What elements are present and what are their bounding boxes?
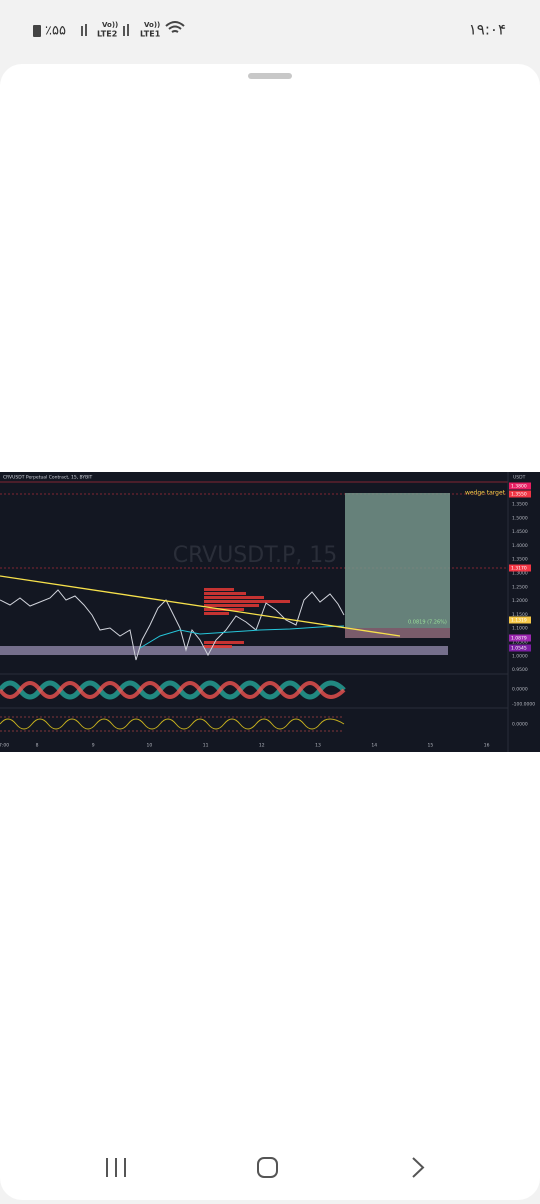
time-label: 13 [315,743,321,749]
price-label: 1.3500 [512,557,528,563]
sim1-type: LTE1 [140,30,161,39]
time-label: 8 [36,743,39,749]
chart-image: CRVUSDT.P, 15 0.0819 (7.26%) CRVUSDT Per… [0,472,540,752]
target-box [345,493,450,628]
price-label: 1.4500 [512,529,528,535]
drag-handle[interactable] [248,73,292,79]
sim2-label: Vo)) [102,21,118,29]
indicator-line [0,718,345,730]
indicator-label: 0.0000 [512,687,528,693]
time-label: 15 [428,743,434,749]
stop-box [345,628,450,638]
price-line [0,589,345,661]
price-badge-label: 1.3550 [511,492,527,498]
price-label: 1.2000 [512,598,528,604]
price-badge-label: 1.0545 [511,646,527,652]
price-badge [509,482,531,490]
price-label: 1.1000 [512,626,528,632]
moving-average [139,625,345,649]
price-label: 1.3000 [512,571,528,577]
price-label: 1.0000 [512,653,528,659]
price-badge-label: 1.3170 [511,566,527,572]
annotation: wedge target [465,490,506,497]
price-badge [509,490,531,498]
price-badge [509,644,531,652]
price-label: 1.5000 [512,515,528,521]
axis-unit: USDT [513,475,526,481]
recents-button[interactable] [106,1158,126,1177]
home-button[interactable] [257,1157,278,1178]
time-label: 16 [484,743,490,749]
time-label: 12 [259,743,265,749]
sim2-type: LTE2 [97,30,117,39]
indicator-label: -100.0000 [512,702,535,708]
time-label: 10 [147,743,153,749]
image-title: CRVUSDT Perpetual Contract, 15, BYBIT [3,475,93,481]
back-button[interactable] [412,1157,425,1178]
image-background [0,472,540,752]
sim1-label: Vo)) [144,21,160,29]
price-label: 1.1500 [512,612,528,618]
wifi-icon [165,21,185,33]
price-badge-label: 1.3800 [511,484,527,490]
price-label: 1.4000 [512,543,528,549]
clock: ۱۹:۰۴ [469,21,506,39]
zone-band [0,646,448,655]
price-label: 1.0500 [512,640,528,646]
price-label: 1.2500 [512,584,528,590]
oscillator [0,681,346,699]
price-label: 1.3500 [512,502,528,508]
price-badge-label: 1.1319 [511,618,527,624]
price-badge-label: 1.0879 [511,636,527,642]
signal-icon [81,24,87,36]
signal-icon [123,24,129,36]
time-label: 11 [203,743,209,749]
watermark: CRVUSDT.P, 15 [173,543,338,568]
price-badge [509,634,531,642]
trend-line [0,575,401,637]
time-label: 7:00 [0,743,9,749]
battery-icon [33,25,41,37]
price-badge [509,564,531,572]
time-label: 9 [92,743,95,749]
oscillator [0,680,346,700]
box-label: 0.0819 (7.26%) [408,620,447,626]
indicator-label: 0.0000 [512,722,528,728]
battery-level: ٪۵۵ [45,24,66,39]
price-badge [509,616,531,624]
price-label: 0.9500 [512,667,528,673]
time-label: 14 [371,743,377,749]
